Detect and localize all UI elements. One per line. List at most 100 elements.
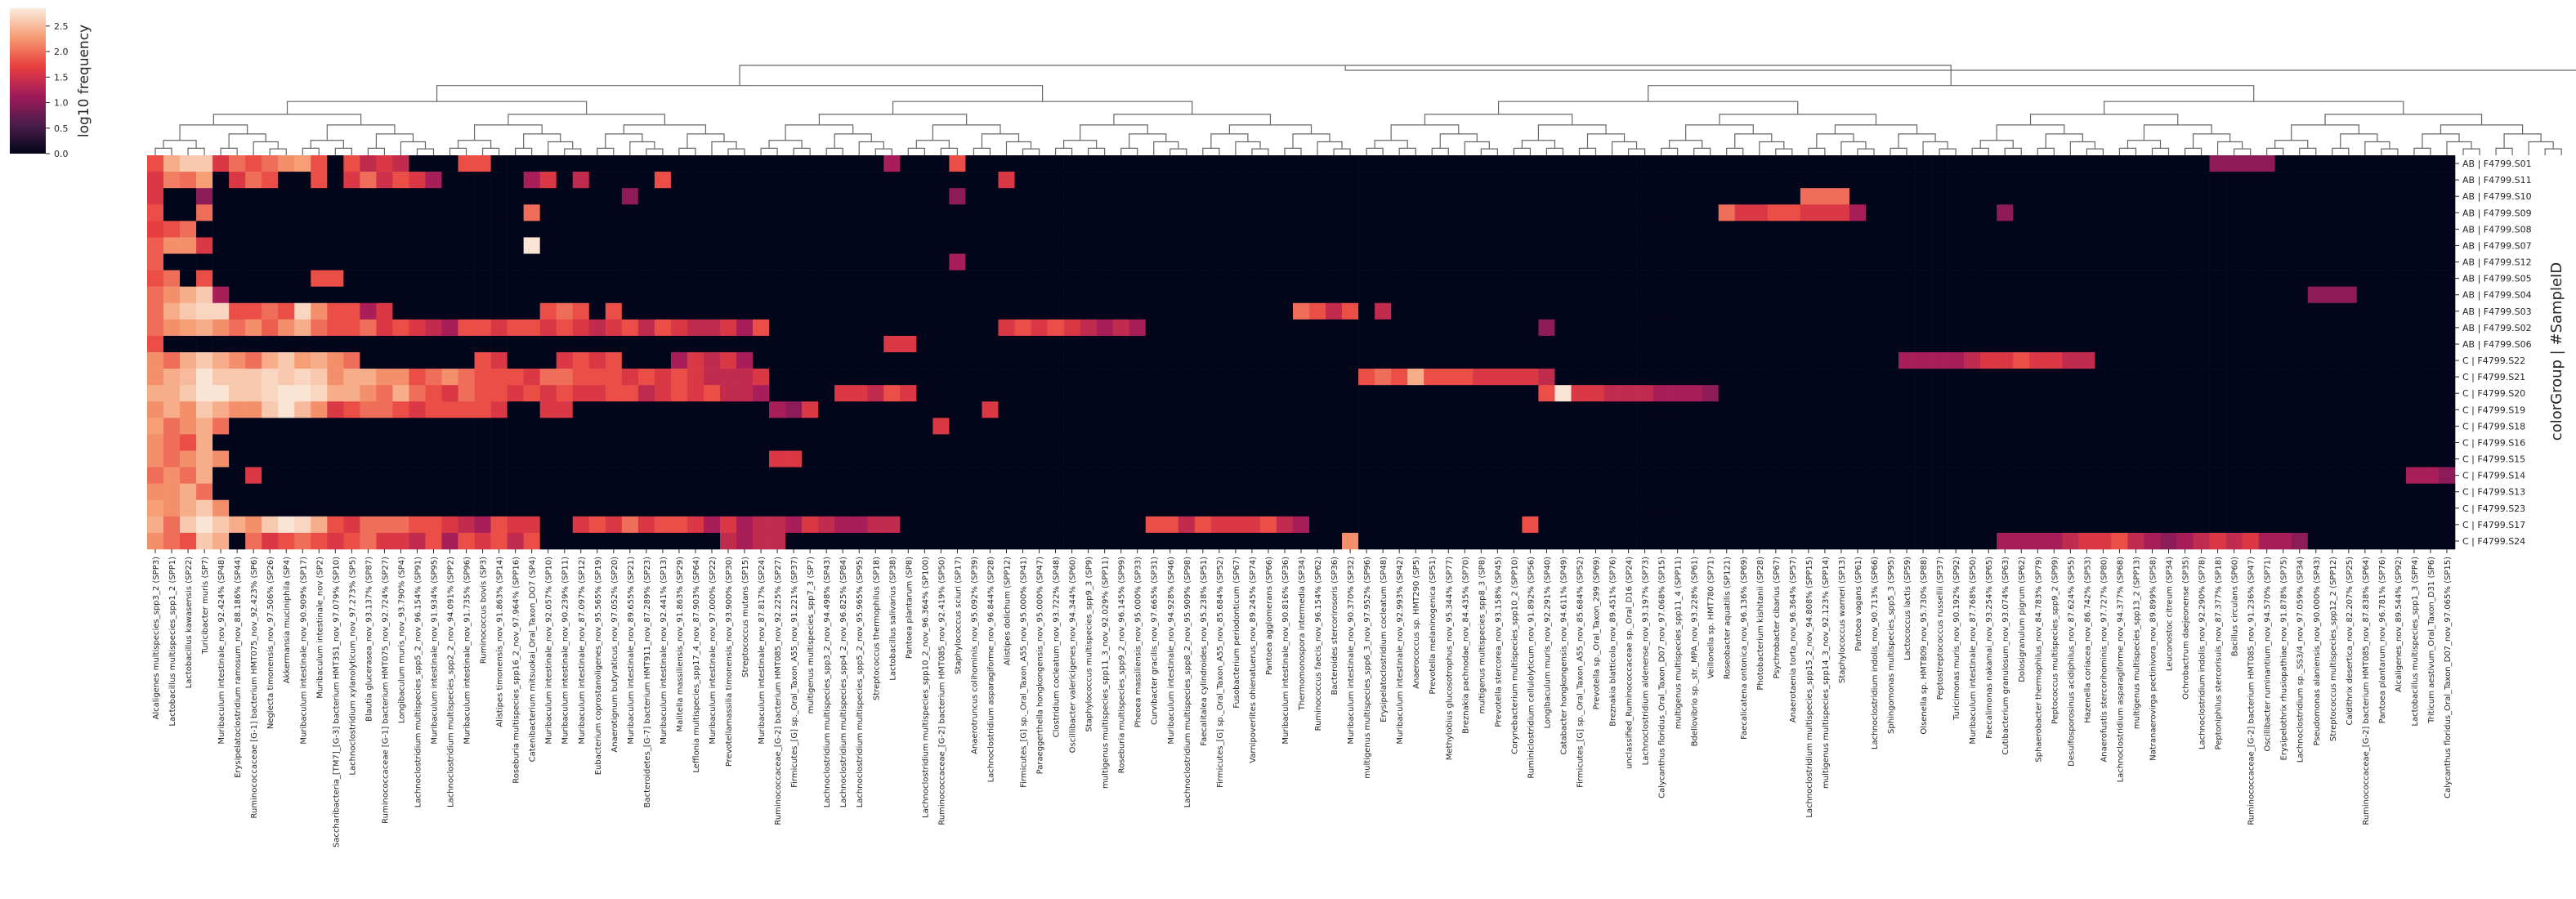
heatmap-cell [949,204,966,221]
heatmap-cell [262,385,279,402]
heatmap-cell [867,335,884,353]
heatmap-cell [2013,335,2030,353]
heatmap-cell [1276,302,1294,320]
heatmap-cell [1358,335,1375,353]
heatmap-cell [2356,385,2374,402]
heatmap-cell [1243,450,1261,467]
heatmap-cell [1112,418,1130,435]
heatmap-cell [834,450,852,467]
heatmap-cell [1358,319,1375,337]
heatmap-cell [1554,237,1572,254]
heatmap-cell [621,418,639,435]
heatmap-cell [2307,450,2325,467]
dendrogram-branch [1439,133,1478,149]
heatmap-cell [1783,221,1801,238]
heatmap-cell [2209,369,2226,386]
heatmap-cell [1243,499,1261,517]
dendrogram-branch [1424,114,1573,125]
heatmap-cell [1948,499,1965,517]
heatmap-cell [1636,221,1653,238]
heatmap-cell [2373,237,2390,254]
heatmap-cell [1636,319,1653,337]
heatmap-cell [1326,286,1343,304]
heatmap-cell [2225,483,2243,501]
heatmap-cell [1571,319,1588,337]
heatmap-cell [2127,483,2144,501]
heatmap-cell [1865,155,1883,172]
heatmap-cell [409,237,426,254]
column-label: Blautia glucerasea_nov_93.137% (SP87) [364,557,373,722]
heatmap-cell [376,319,393,337]
heatmap-cell [1832,352,1850,369]
heatmap-cell [2258,335,2275,353]
heatmap-cell [1603,499,1621,517]
heatmap-cell [556,483,574,501]
heatmap-cell [1424,401,1441,418]
heatmap-cell [1898,499,1916,517]
heatmap-cell [1931,516,1948,534]
dendrogram-branch [212,114,362,125]
heatmap-cell [1276,155,1294,172]
heatmap-cell [785,434,803,451]
heatmap-cell [1898,369,1916,386]
heatmap-cell [1210,499,1228,517]
heatmap-cell [278,270,295,287]
heatmap-cell [2258,270,2275,287]
heatmap-cell [2340,155,2358,172]
heatmap-cell [1538,319,1555,337]
dendrogram-branch [686,133,725,149]
heatmap-cell [294,302,311,320]
heatmap-cell [867,467,884,484]
heatmap-cell [1636,369,1653,386]
heatmap-cell [621,188,639,205]
heatmap-cell [2389,401,2407,418]
heatmap-cell [703,352,721,369]
heatmap-cell [654,204,672,221]
heatmap-cell [409,401,426,418]
heatmap-cell [1980,532,1997,550]
heatmap-cell [327,204,344,221]
heatmap-cell [1063,270,1080,287]
heatmap-cell [670,286,688,304]
heatmap-cell [883,172,901,189]
heatmap-cell [1522,369,1539,386]
heatmap-cell [2144,418,2161,435]
heatmap-cell [1734,499,1752,517]
heatmap-cell [1342,335,1359,353]
heatmap-cell [147,155,164,172]
heatmap-cell [1652,172,1670,189]
heatmap-cell [1751,319,1769,337]
heatmap-cell [1063,352,1080,369]
heatmap-cell [2013,418,2030,435]
heatmap-cell [1718,434,1736,451]
heatmap-cell [1243,270,1261,287]
heatmap-cell [409,204,426,221]
heatmap-cell [2373,172,2390,189]
heatmap-cell [2062,319,2079,337]
heatmap-cell [2176,516,2194,534]
heatmap-cell [2095,172,2112,189]
heatmap-cell [1161,418,1179,435]
heatmap-cell [2013,516,2030,534]
heatmap-cell [982,369,999,386]
heatmap-cell [900,204,917,221]
heatmap-cell [1751,369,1769,386]
column-label: Natranaerovirga pectinivora_nov_89.899% … [2149,557,2158,761]
heatmap-cell [556,369,574,386]
heatmap-cell [409,286,426,304]
heatmap-cell [1342,253,1359,271]
heatmap-cell [785,450,803,467]
heatmap-cell [686,369,704,386]
heatmap-cell [605,319,623,337]
heatmap-cell [867,450,884,467]
heatmap-cell [1375,335,1392,353]
heatmap-cell [1915,155,1932,172]
heatmap-cell [1375,499,1392,517]
heatmap-cell [441,270,458,287]
heatmap-cell [1931,352,1948,369]
heatmap-cell [278,172,295,189]
heatmap-cell [2127,467,2144,484]
dendrogram-branch [2381,148,2399,155]
heatmap-cell [1440,302,1457,320]
heatmap-cell [769,516,786,534]
